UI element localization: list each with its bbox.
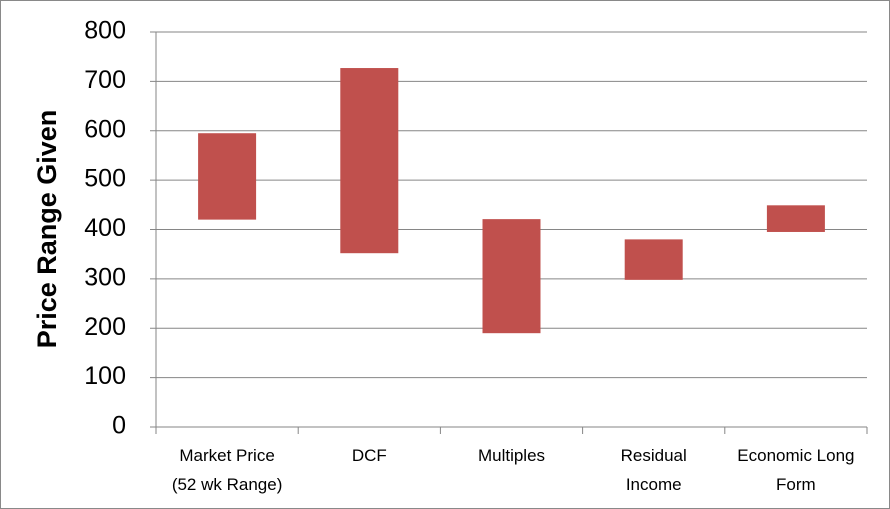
y-axis-title: Price Range Given <box>32 110 62 349</box>
y-tick-label: 400 <box>84 214 126 242</box>
y-tick-label: 0 <box>112 412 126 440</box>
y-tick-label: 300 <box>84 263 126 291</box>
bar <box>766 205 825 232</box>
x-tick-label: Multiples <box>477 446 546 465</box>
x-tick-label: Market Price (52 wk Range) <box>171 446 283 494</box>
y-tick-label: 700 <box>84 66 126 94</box>
x-tick-label: Residual Income <box>620 446 687 494</box>
y-tick-label: 100 <box>84 362 126 390</box>
bar <box>482 219 541 334</box>
y-tick-label: 600 <box>84 115 126 143</box>
y-tick-label: 200 <box>84 313 126 341</box>
x-tick-label: Economic Long Form <box>737 446 855 494</box>
y-tick-label: 500 <box>84 165 126 193</box>
bar <box>624 239 683 280</box>
bar <box>198 133 257 220</box>
bar <box>340 68 399 254</box>
x-tick-label: DCF <box>351 446 387 465</box>
y-tick-label: 800 <box>84 17 126 45</box>
